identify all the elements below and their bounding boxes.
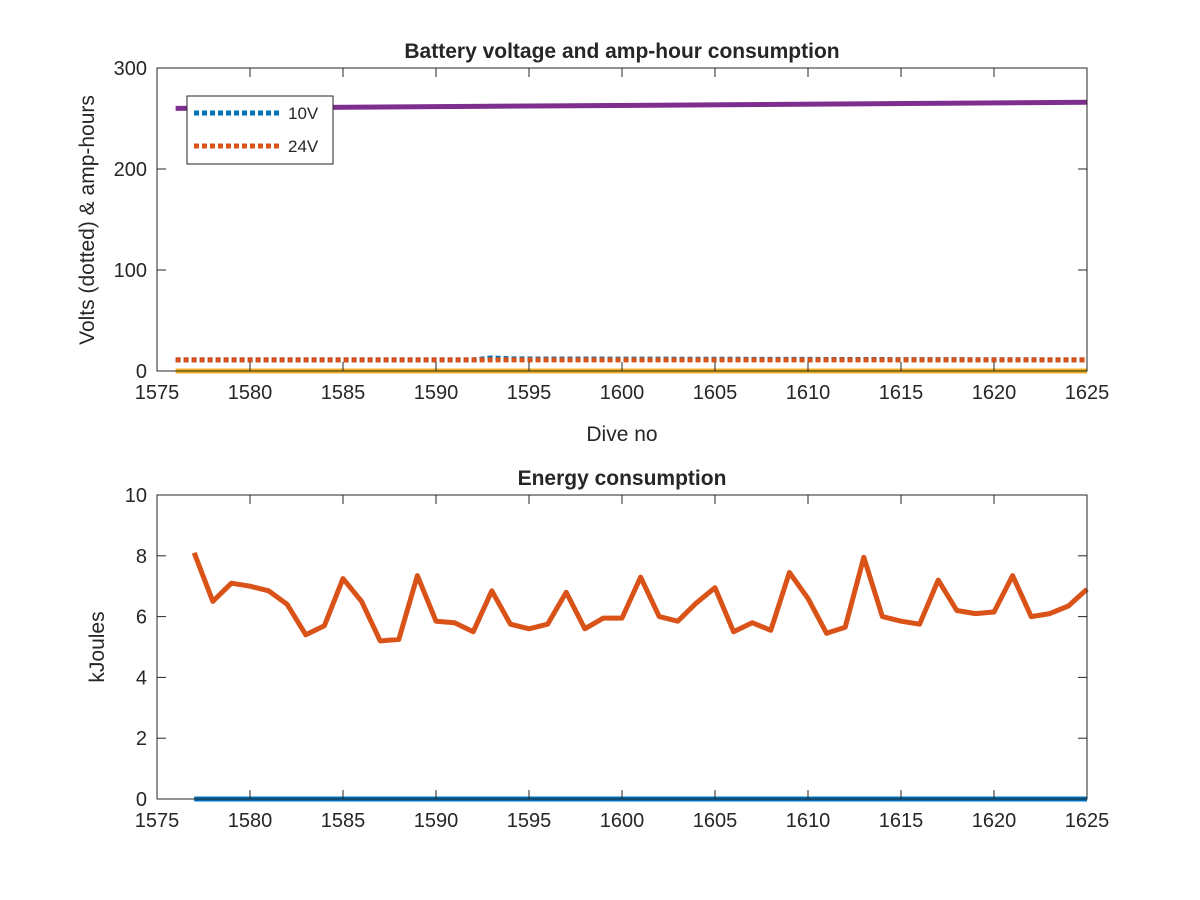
y-tick-label: 10 (125, 485, 147, 507)
x-tick-label: 1580 (228, 810, 273, 832)
y-tick-label: 0 (136, 361, 147, 383)
x-tick-label: 1610 (786, 382, 831, 404)
y-tick-label: 200 (114, 159, 147, 181)
y-tick-label: 300 (114, 58, 147, 80)
x-tick-label: 1575 (135, 382, 180, 404)
legend: 10V 24V (186, 95, 334, 165)
x-tick-label: 1600 (600, 810, 645, 832)
x-tick-label: 1625 (1065, 810, 1110, 832)
y-tick-label: 100 (114, 260, 147, 282)
x-tick-label: 1590 (414, 810, 459, 832)
energy-axes: 1575 1580 1585 1590 1595 1600 1605 1610 1615 1620… (86, 467, 1109, 832)
x-tick-label: 1600 (600, 382, 645, 404)
chart-title: Energy consumption (518, 467, 727, 490)
voltage-amphour-axes: 1575 1580 1585 1590 1595 1600 1605 1610 1615 1620… (76, 40, 1109, 446)
x-tick-label: 1585 (321, 382, 366, 404)
x-tick-label: 1595 (507, 382, 552, 404)
y-tick-label: 2 (136, 728, 147, 750)
y-tick-labels: 0 100 200 300 (114, 58, 147, 383)
x-tick-labels: 1575 1580 1585 1590 1595 1600 1605 1610 1615 1620… (135, 382, 1110, 404)
x-tick-label: 1575 (135, 810, 180, 832)
x-axis-label: Dive no (586, 423, 657, 446)
tick-marks (156, 494, 1088, 800)
tick-marks (156, 67, 1088, 372)
legend-label-10v: 10V (288, 104, 319, 123)
y-tick-label: 4 (136, 667, 147, 689)
series-line-2 (191, 551, 1089, 644)
x-tick-label: 1625 (1065, 382, 1110, 404)
plot-area (157, 495, 1087, 799)
legend-box (186, 95, 334, 165)
x-tick-label: 1615 (879, 810, 924, 832)
x-tick-label: 1585 (321, 810, 366, 832)
x-tick-label: 1590 (414, 382, 459, 404)
x-tick-label: 1580 (228, 382, 273, 404)
x-tick-label: 1615 (879, 382, 924, 404)
x-tick-label: 1595 (507, 810, 552, 832)
legend-label-24v: 24V (288, 137, 319, 156)
y-tick-label: 0 (136, 789, 147, 811)
y-tick-label: 8 (136, 546, 147, 568)
x-tick-label: 1620 (972, 810, 1017, 832)
x-tick-label: 1605 (693, 382, 738, 404)
y-axis-label: Volts (dotted) & amp-hours (76, 95, 99, 345)
y-tick-label: 6 (136, 607, 147, 629)
x-tick-label: 1605 (693, 810, 738, 832)
x-tick-label: 1620 (972, 382, 1017, 404)
x-tick-label: 1610 (786, 810, 831, 832)
y-tick-labels: 0 2 4 6 8 10 (125, 485, 147, 811)
chart-title: Battery voltage and amp-hour consumption (404, 40, 839, 63)
y-axis-label: kJoules (86, 611, 109, 682)
x-tick-labels: 1575 1580 1585 1590 1595 1600 1605 1610 1615 1620… (135, 810, 1110, 832)
